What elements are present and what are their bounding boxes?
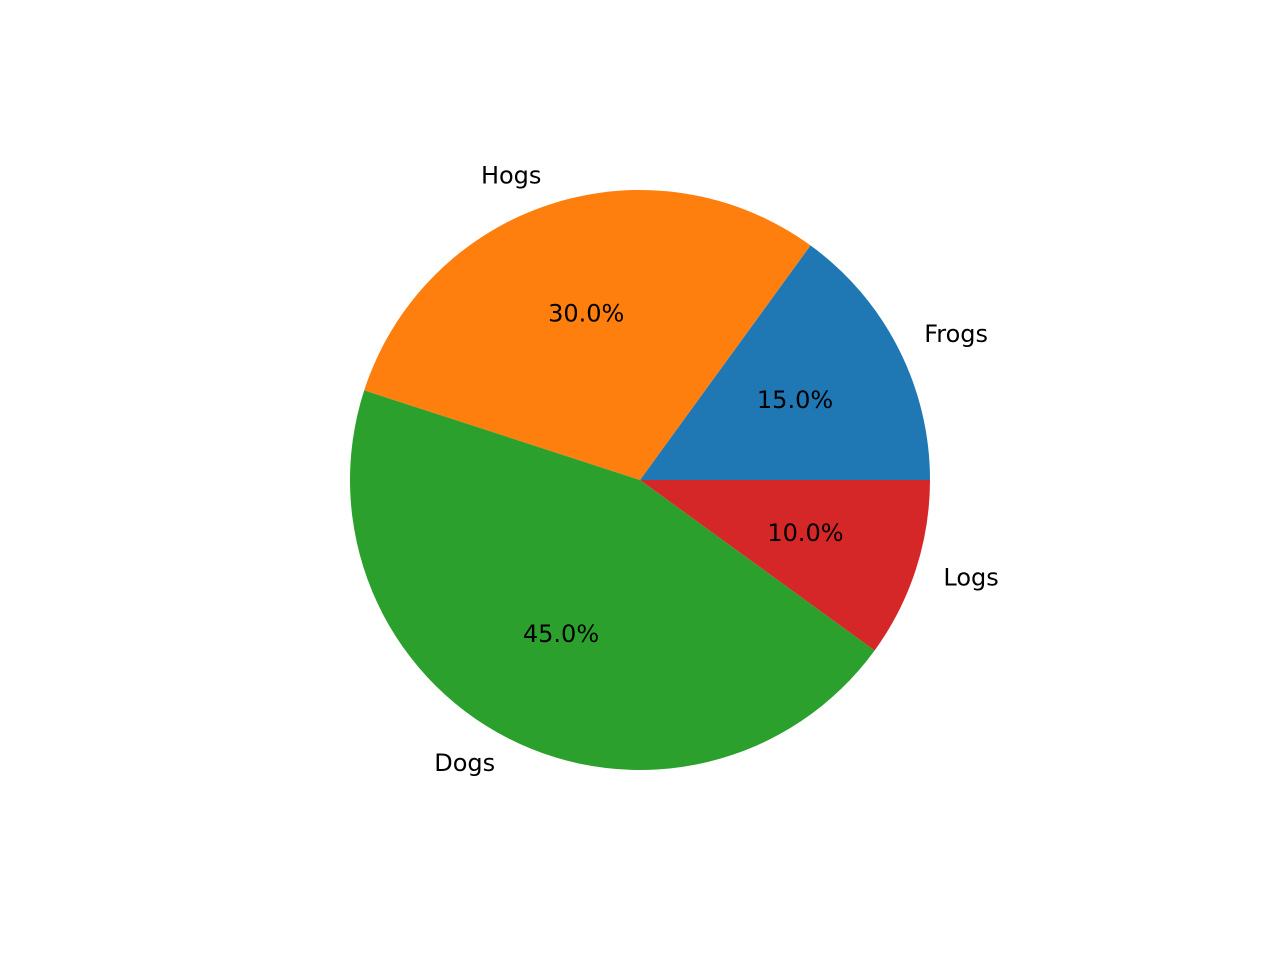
pie-chart-container: 15.0% Frogs 30.0% Hogs 45.0% Dogs 10.0% Logs: [0, 0, 1280, 960]
pie-pct-hogs: 30.0%: [548, 300, 624, 328]
pie-label-logs: Logs: [943, 564, 998, 592]
pie-pct-logs: 10.0%: [767, 519, 843, 547]
pie-label-hogs: Hogs: [481, 162, 541, 190]
pie-label-frogs: Frogs: [924, 320, 988, 348]
pie-label-dogs: Dogs: [434, 749, 495, 777]
pie-pct-dogs: 45.0%: [523, 620, 599, 648]
pie-chart: 15.0% Frogs 30.0% Hogs 45.0% Dogs 10.0% Logs: [0, 0, 1280, 960]
pie-pct-frogs: 15.0%: [757, 386, 833, 414]
